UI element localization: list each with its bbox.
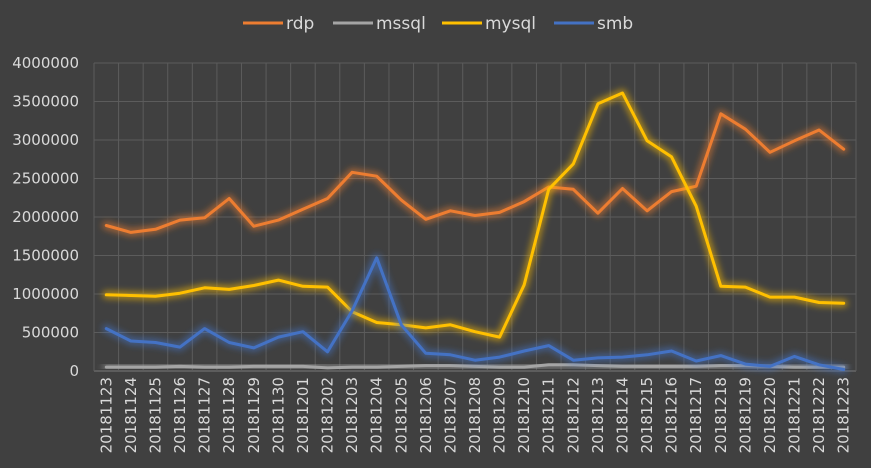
x-tick-label: 20181130 xyxy=(269,377,287,453)
series-mysql xyxy=(102,89,848,342)
y-tick-label: 3000000 xyxy=(12,131,79,149)
legend-item-rdp[interactable]: rdp xyxy=(243,14,314,34)
x-tick-label: 20181223 xyxy=(835,377,853,453)
x-tick-label: 20181125 xyxy=(146,377,164,453)
x-tick-label: 20181219 xyxy=(736,377,754,453)
series-rdp xyxy=(102,109,848,237)
y-tick-label: 2000000 xyxy=(12,208,79,226)
x-tick-label: 20181220 xyxy=(761,377,779,453)
y-tick-label: 4000000 xyxy=(12,54,79,72)
x-tick-label: 20181216 xyxy=(663,377,681,453)
x-tick-label: 20181202 xyxy=(319,377,337,453)
x-tick-label: 20181201 xyxy=(294,377,312,453)
series-lines xyxy=(102,89,848,374)
x-tick-label: 20181218 xyxy=(712,377,730,453)
x-tick-label: 20181123 xyxy=(97,377,115,453)
x-tick-label: 20181214 xyxy=(613,377,631,453)
x-tick-label: 20181206 xyxy=(417,377,435,453)
series-smb xyxy=(102,253,848,374)
x-tick-label: 20181217 xyxy=(687,377,705,453)
x-tick-label: 20181221 xyxy=(786,377,804,453)
x-tick-label: 20181212 xyxy=(564,377,582,453)
legend-label: mssql xyxy=(376,14,426,34)
y-tick-label: 1500000 xyxy=(12,247,79,265)
x-tick-label: 20181205 xyxy=(392,377,410,453)
legend-item-smb[interactable]: smb xyxy=(554,14,633,34)
x-tick-label: 20181209 xyxy=(491,377,509,453)
y-tick-label: 500000 xyxy=(22,324,79,342)
x-tick-label: 20181215 xyxy=(638,377,656,453)
legend-item-mysql[interactable]: mysql xyxy=(442,14,536,34)
x-tick-label: 20181203 xyxy=(343,377,361,453)
x-axis: 20181123 20181124 20181125 20181126 20181127… xyxy=(97,377,852,453)
x-tick-label: 20181128 xyxy=(220,377,238,453)
x-tick-label: 20181213 xyxy=(589,377,607,453)
x-tick-label: 20181207 xyxy=(441,377,459,453)
series-mssql xyxy=(102,360,848,372)
y-axis: 0 500000 1000000 1500000 2000000 2500000 30000… xyxy=(12,54,79,380)
x-tick-label: 20181124 xyxy=(122,377,140,453)
y-tick-label: 0 xyxy=(69,362,79,380)
series-line-mssql[interactable] xyxy=(104,363,846,370)
series-line-mysql[interactable] xyxy=(104,91,846,339)
legend-item-mssql[interactable]: mssql xyxy=(333,14,426,34)
legend-label: rdp xyxy=(286,14,314,34)
x-tick-label: 20181210 xyxy=(515,377,533,453)
legend[interactable]: rdp mssql mysql smb xyxy=(243,14,633,34)
x-tick-label: 20181211 xyxy=(540,377,558,453)
y-tick-label: 3500000 xyxy=(12,93,79,111)
x-tick-label: 20181127 xyxy=(196,377,214,453)
series-line-smb[interactable] xyxy=(104,256,846,371)
x-tick-label: 20181129 xyxy=(245,377,263,453)
x-tick-label: 20181222 xyxy=(810,377,828,453)
series-line-rdp[interactable] xyxy=(104,112,846,234)
legend-label: mysql xyxy=(485,14,536,34)
x-tick-label: 20181126 xyxy=(171,377,189,453)
y-tick-label: 2500000 xyxy=(12,170,79,188)
x-tick-label: 20181208 xyxy=(466,377,484,453)
y-tick-label: 1000000 xyxy=(12,285,79,303)
legend-label: smb xyxy=(597,14,633,34)
x-tick-label: 20181204 xyxy=(368,377,386,453)
